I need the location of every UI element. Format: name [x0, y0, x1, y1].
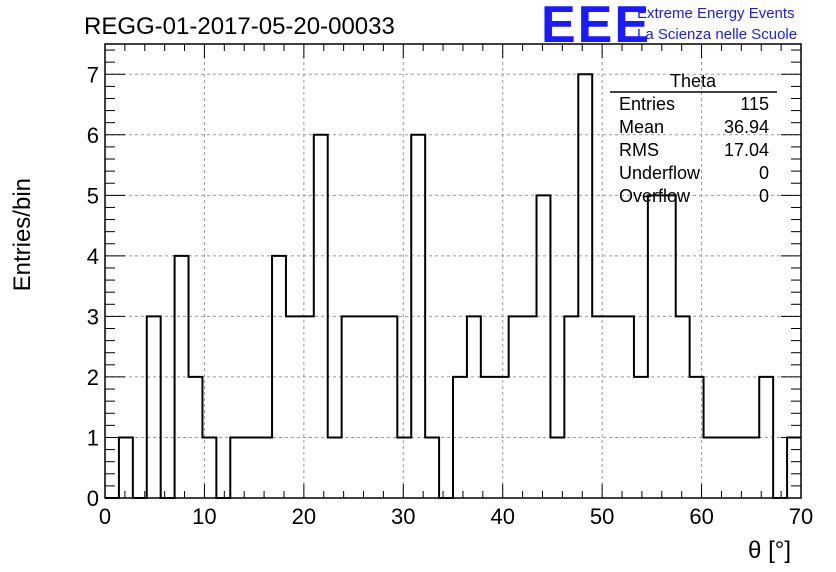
stats-row-value: 36.94: [724, 117, 769, 137]
axis-ticks: [104, 44, 802, 499]
x-tick-label: 50: [590, 504, 614, 529]
x-tick-label: 30: [391, 504, 415, 529]
eee-tagline-1: Extreme Energy Events: [637, 5, 795, 22]
stats-row-label: Underflow: [619, 163, 701, 183]
stats-row-label: Mean: [619, 117, 664, 137]
y-axis-title: Entries/bin: [9, 178, 36, 291]
histogram-line: [105, 73, 801, 499]
stats-row-value: 0: [759, 163, 769, 183]
stats-row-label: Entries: [619, 94, 675, 114]
y-tick-label: 1: [87, 425, 99, 450]
stats-row-label: Overflow: [619, 186, 691, 206]
x-tick-label: 60: [689, 504, 713, 529]
y-tick-label: 7: [87, 62, 99, 87]
eee-tagline-2: La Scienza nelle Scuole: [637, 26, 797, 43]
y-tick-label: 3: [87, 304, 99, 329]
stats-row-value: 17.04: [724, 140, 769, 160]
x-tick-label: 70: [789, 504, 813, 529]
stats-row-value: 0: [759, 186, 769, 206]
stats-row-value: 115: [740, 94, 769, 114]
stats-box-title: Theta: [670, 71, 717, 91]
eee-logo: EEE: [541, 0, 651, 54]
x-tick-label: 20: [292, 504, 316, 529]
plot-frame: [104, 43, 802, 499]
x-tick-label: 0: [99, 504, 111, 529]
x-axis-title: θ [°]: [748, 537, 791, 564]
y-tick-label: 6: [87, 123, 99, 148]
y-tick-label: 0: [87, 486, 99, 511]
y-tick-label: 4: [87, 244, 99, 269]
chart-title: REGG-01-2017-05-20-00033: [84, 13, 395, 40]
stats-box: Theta Entries 115 Mean 36.94 RMS 17.04 Underfl…: [610, 71, 777, 206]
y-tick-label: 5: [87, 183, 99, 208]
x-tick-label: 40: [490, 504, 514, 529]
tick-labels: 0 10 20 30 40 50 60 70 0 1 2 3 4 5 6 7: [87, 62, 813, 529]
stats-row-label: RMS: [619, 140, 659, 160]
y-tick-label: 2: [87, 365, 99, 390]
x-tick-label: 10: [192, 504, 216, 529]
